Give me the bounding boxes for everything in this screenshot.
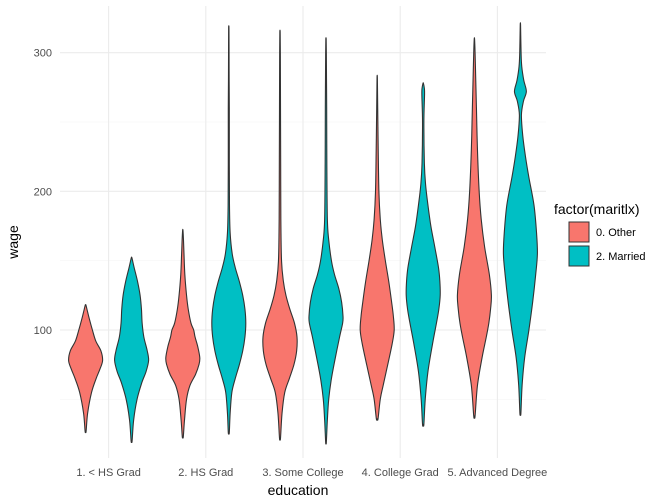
violin-other-4 — [359, 74, 395, 421]
x-tick-labels: 1. < HS Grad 2. HS Grad 3. Some College 4. … — [76, 467, 547, 479]
violin-married-2 — [211, 25, 247, 435]
violin-married-4 — [405, 82, 441, 427]
y-tick-labels: 100 200 300 — [34, 48, 52, 337]
x-tick-label: 1. < HS Grad — [76, 467, 141, 479]
legend: factor(maritlx) 0. Other 2. Married — [554, 201, 646, 267]
x-tick-label: 5. Advanced Degree — [448, 467, 548, 479]
violin-married-5 — [502, 22, 538, 416]
legend-label: 2. Married — [596, 251, 646, 263]
legend-title: factor(maritlx) — [554, 201, 640, 217]
x-tick-label: 3. Some College — [262, 467, 343, 479]
legend-label: 0. Other — [596, 227, 636, 239]
violin-married-1 — [114, 256, 150, 444]
violin-other-5 — [456, 37, 492, 419]
violin-other-3 — [262, 29, 298, 441]
x-tick-label: 2. HS Grad — [178, 467, 233, 479]
y-axis-title: wage — [5, 225, 21, 260]
y-tick-label: 100 — [34, 325, 52, 337]
x-axis-title: education — [268, 482, 329, 498]
y-tick-label: 300 — [34, 48, 52, 60]
y-tick-label: 200 — [34, 186, 52, 198]
legend-key-married — [568, 245, 590, 267]
legend-key-other — [568, 221, 590, 243]
x-tick-label: 4. College Grad — [362, 467, 439, 479]
violin-married-3 — [308, 37, 344, 445]
violin-other-2 — [165, 228, 201, 439]
violins — [68, 22, 538, 445]
violin-other-1 — [68, 304, 104, 434]
